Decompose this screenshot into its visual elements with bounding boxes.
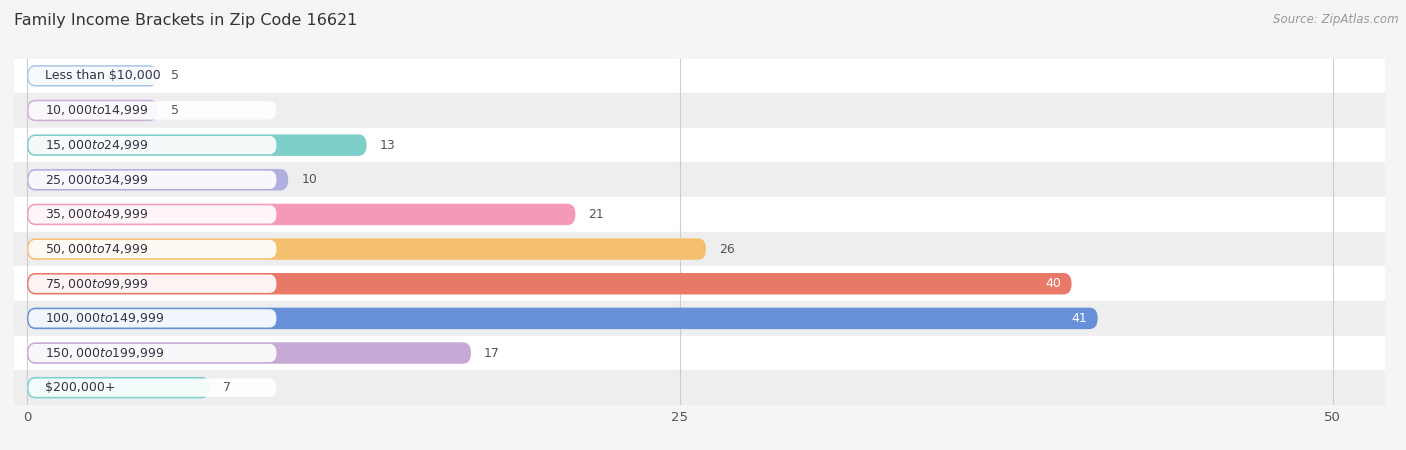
Text: $150,000 to $199,999: $150,000 to $199,999 bbox=[45, 346, 165, 360]
FancyBboxPatch shape bbox=[28, 274, 277, 293]
FancyBboxPatch shape bbox=[27, 273, 1071, 294]
Text: $25,000 to $34,999: $25,000 to $34,999 bbox=[45, 173, 149, 187]
Text: Source: ZipAtlas.com: Source: ZipAtlas.com bbox=[1274, 14, 1399, 27]
FancyBboxPatch shape bbox=[27, 342, 471, 364]
Bar bbox=[14, 301, 1385, 336]
Text: 5: 5 bbox=[170, 69, 179, 82]
Bar bbox=[14, 162, 1385, 197]
FancyBboxPatch shape bbox=[28, 240, 277, 258]
Text: $15,000 to $24,999: $15,000 to $24,999 bbox=[45, 138, 149, 152]
Bar bbox=[14, 232, 1385, 266]
FancyBboxPatch shape bbox=[28, 101, 277, 120]
Text: 21: 21 bbox=[589, 208, 605, 221]
FancyBboxPatch shape bbox=[27, 169, 288, 190]
Text: 7: 7 bbox=[224, 381, 231, 394]
FancyBboxPatch shape bbox=[28, 344, 277, 362]
Text: 17: 17 bbox=[484, 346, 501, 360]
Text: 40: 40 bbox=[1045, 277, 1062, 290]
Text: 13: 13 bbox=[380, 139, 395, 152]
Text: Less than $10,000: Less than $10,000 bbox=[45, 69, 162, 82]
FancyBboxPatch shape bbox=[28, 205, 277, 224]
Text: $10,000 to $14,999: $10,000 to $14,999 bbox=[45, 104, 149, 117]
FancyBboxPatch shape bbox=[28, 67, 277, 85]
Bar bbox=[14, 93, 1385, 128]
Bar bbox=[14, 266, 1385, 301]
Text: 10: 10 bbox=[301, 173, 318, 186]
FancyBboxPatch shape bbox=[27, 135, 367, 156]
FancyBboxPatch shape bbox=[27, 377, 209, 398]
FancyBboxPatch shape bbox=[28, 136, 277, 154]
FancyBboxPatch shape bbox=[27, 308, 1098, 329]
Text: 41: 41 bbox=[1071, 312, 1087, 325]
Text: 26: 26 bbox=[718, 243, 735, 256]
FancyBboxPatch shape bbox=[27, 238, 706, 260]
Bar bbox=[14, 128, 1385, 162]
Bar bbox=[14, 197, 1385, 232]
FancyBboxPatch shape bbox=[27, 204, 575, 225]
Text: Family Income Brackets in Zip Code 16621: Family Income Brackets in Zip Code 16621 bbox=[14, 14, 357, 28]
Bar bbox=[14, 370, 1385, 405]
Text: $200,000+: $200,000+ bbox=[45, 381, 115, 394]
Text: $50,000 to $74,999: $50,000 to $74,999 bbox=[45, 242, 149, 256]
Text: $75,000 to $99,999: $75,000 to $99,999 bbox=[45, 277, 149, 291]
Text: $100,000 to $149,999: $100,000 to $149,999 bbox=[45, 311, 165, 325]
FancyBboxPatch shape bbox=[28, 309, 277, 328]
FancyBboxPatch shape bbox=[27, 100, 157, 121]
Text: 5: 5 bbox=[170, 104, 179, 117]
Bar bbox=[14, 336, 1385, 370]
FancyBboxPatch shape bbox=[28, 171, 277, 189]
Text: $35,000 to $49,999: $35,000 to $49,999 bbox=[45, 207, 149, 221]
FancyBboxPatch shape bbox=[28, 378, 277, 397]
FancyBboxPatch shape bbox=[27, 65, 157, 86]
Bar bbox=[14, 58, 1385, 93]
